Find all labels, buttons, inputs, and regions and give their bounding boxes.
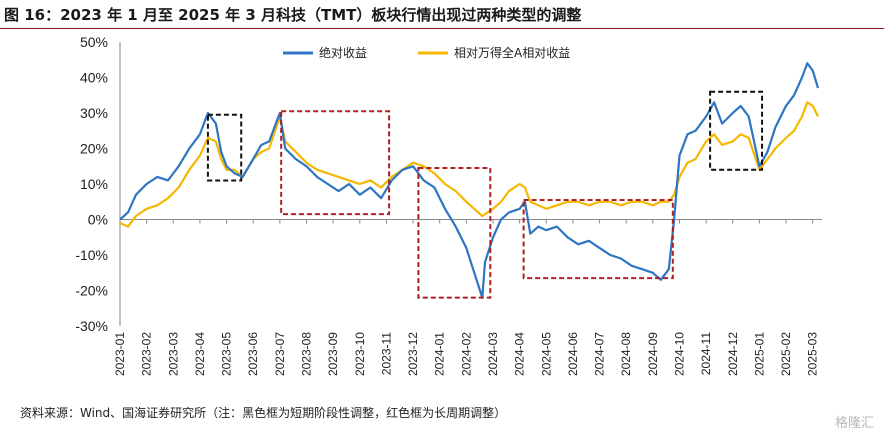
x-tick-label: 2025-02 <box>779 332 793 376</box>
x-tick-label: 2023-10 <box>353 332 367 376</box>
long-cycle-adjustment-box <box>522 198 674 280</box>
series-line <box>119 101 819 228</box>
x-tick-label: 2023-04 <box>193 332 207 376</box>
y-tick-label: 20% <box>80 141 108 157</box>
x-tick-label: 2024-08 <box>619 332 633 376</box>
title-divider <box>0 28 884 29</box>
y-tick-label: 40% <box>80 70 108 86</box>
x-tick-label: 2024-12 <box>726 332 740 376</box>
series-line <box>119 62 820 299</box>
y-tick-label: -10% <box>75 247 108 263</box>
series-lines <box>119 62 820 299</box>
y-tick-label: -20% <box>75 283 108 299</box>
x-tick-label: 2023-07 <box>273 332 287 376</box>
x-tick-label: 2023-06 <box>246 332 260 376</box>
y-tick-label: 30% <box>80 105 108 121</box>
x-tick-label: 2024-03 <box>486 332 500 376</box>
adjustment-boxes <box>206 90 764 299</box>
x-tick-label: 2023-03 <box>166 332 180 376</box>
x-tick-label: 2023-11 <box>379 332 393 375</box>
x-tick-label: 2023-09 <box>326 332 340 376</box>
legend-label: 相对万得全A相对收益 <box>454 45 570 60</box>
short-term-adjustment-box <box>206 113 243 182</box>
short-term-adjustment-box <box>709 90 764 171</box>
x-tick-label: 2024-06 <box>566 332 580 376</box>
y-tick-label: -30% <box>75 318 108 334</box>
x-axis-labels: 2023-01 2023-02 2023-03 2023-04 2023-05 2023-… <box>113 332 820 376</box>
legend: 绝对收益 相对万得全A相对收益 <box>283 45 570 60</box>
x-axis-ticks <box>119 219 814 224</box>
x-tick-label: 2024-05 <box>539 332 553 376</box>
x-tick-label: 2025-01 <box>752 332 766 376</box>
source-note: 资料来源：Wind、国海证券研究所（注：黑色框为短期阶段性调整，红色框为长周期调… <box>20 406 507 420</box>
x-tick-label: 2023-05 <box>220 332 234 376</box>
long-cycle-adjustment-box <box>417 167 492 299</box>
figure-title: 图 16：2023 年 1 月至 2025 年 3 月科技（TMT）板块行情出现… <box>4 6 582 24</box>
x-tick-label: 2024-11 <box>699 332 713 375</box>
y-tick-label: 10% <box>80 176 108 192</box>
y-tick-label: 0% <box>88 212 108 228</box>
x-tick-label: 2024-10 <box>672 332 686 376</box>
watermark: 格隆汇 <box>834 416 874 431</box>
legend-label: 绝对收益 <box>319 45 367 60</box>
x-tick-label: 2025-03 <box>806 332 820 376</box>
x-tick-label: 2024-07 <box>593 332 607 376</box>
x-tick-label: 2023-08 <box>299 332 313 376</box>
y-axis-labels: 50% 40% 30% 20% 10% 0% -10% -20% -30% <box>75 34 108 334</box>
x-tick-label: 2023-12 <box>406 332 420 376</box>
long-cycle-adjustment-box <box>280 110 391 216</box>
x-tick-label: 2023-02 <box>140 332 154 376</box>
x-tick-label: 2023-01 <box>113 332 127 376</box>
x-tick-label: 2024-02 <box>459 332 473 376</box>
x-tick-label: 2024-04 <box>513 332 527 376</box>
x-tick-label: 2024-01 <box>433 332 447 376</box>
y-tick-label: 50% <box>80 34 108 50</box>
x-tick-label: 2024-09 <box>646 332 660 376</box>
line-chart: 50%40%30%20%10%0%-10%-20%-30% 2023-01 202… <box>75 34 822 376</box>
